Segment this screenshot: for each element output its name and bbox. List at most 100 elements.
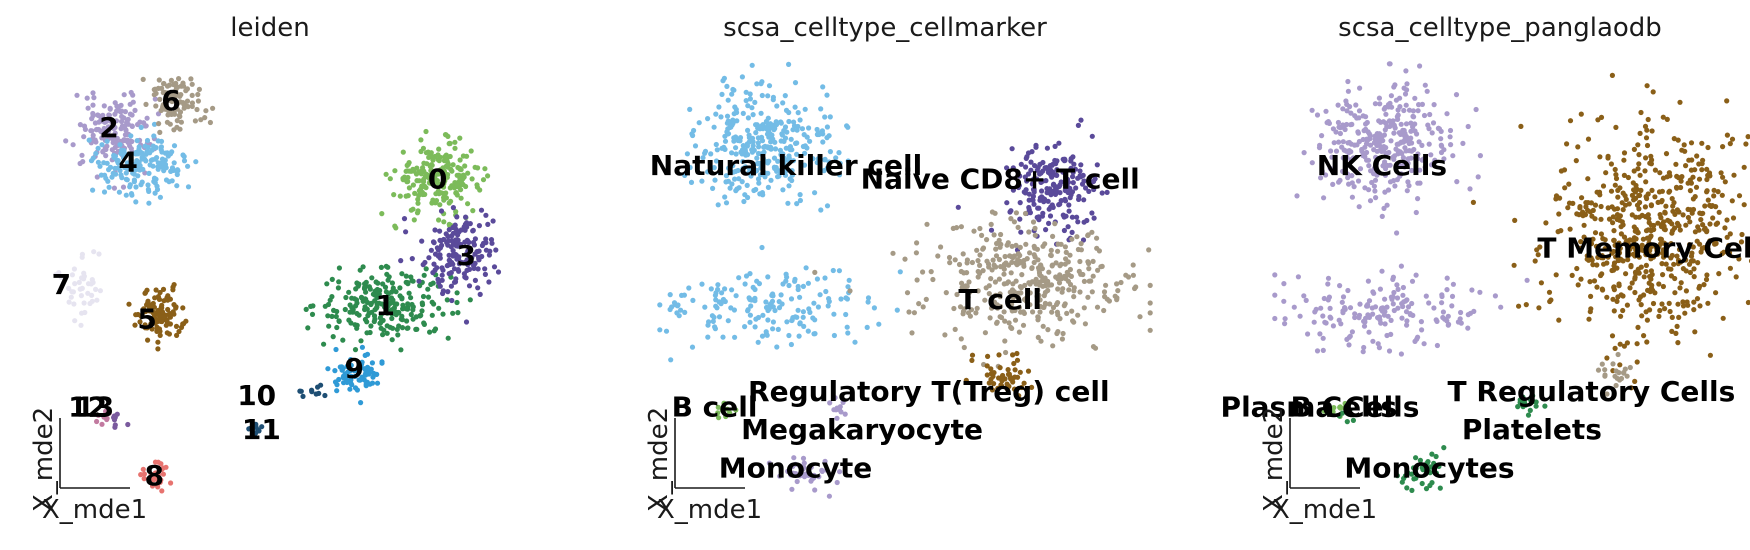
scatter-point	[404, 168, 410, 174]
scatter-point	[752, 295, 758, 301]
scatter-point	[333, 346, 339, 353]
scatter-point	[748, 303, 754, 309]
scatter-point	[837, 160, 843, 166]
scatter-point	[740, 158, 746, 165]
scatter-point	[1587, 309, 1593, 315]
scatter-point	[454, 181, 460, 187]
scatter-point	[427, 329, 433, 335]
scatter-point	[789, 168, 795, 174]
scatter-point	[1383, 111, 1389, 117]
scatter-point	[1629, 212, 1635, 218]
scatter-point	[770, 136, 776, 142]
scatter-point	[1704, 247, 1710, 253]
scatter-point	[1567, 226, 1573, 232]
scatter-point	[1066, 208, 1072, 214]
scatter-point	[831, 311, 837, 317]
scatter-point	[1074, 214, 1080, 220]
scatter-point	[410, 304, 416, 310]
scatter-point	[747, 271, 753, 277]
scatter-point	[421, 272, 427, 278]
scatter-point	[417, 313, 423, 319]
scatter-point	[210, 105, 216, 111]
scatter-point	[1394, 230, 1400, 236]
scatter-point	[1075, 219, 1081, 225]
scatter-point	[113, 139, 119, 145]
scatter-point	[1017, 369, 1023, 375]
scatter-point	[1469, 287, 1475, 293]
scatter-point	[480, 177, 487, 183]
scatter-point	[1578, 276, 1584, 282]
scatter-point	[1634, 202, 1641, 208]
scatter-point	[1635, 266, 1641, 272]
scatter-point	[1003, 349, 1009, 356]
scatter-point	[1101, 289, 1108, 295]
scatter-point	[1632, 228, 1638, 234]
scatter-point	[158, 477, 164, 483]
scatter-point	[1643, 252, 1649, 258]
scatter-point	[964, 257, 971, 263]
scatter-point	[977, 262, 983, 268]
scatter-point	[441, 178, 447, 184]
scatter-point	[684, 151, 691, 157]
scatter-point	[1642, 204, 1648, 210]
scatter-point	[455, 237, 461, 243]
scatter-point	[1592, 216, 1598, 222]
scatter-point	[824, 124, 831, 130]
scatter-point	[383, 171, 389, 177]
scatter-point	[827, 400, 833, 406]
scatter-point	[989, 209, 996, 215]
scatter-point	[185, 163, 191, 169]
scatter-point	[453, 226, 459, 233]
scatter-point	[156, 77, 162, 83]
scatter-point	[1426, 300, 1432, 306]
scatter-point	[413, 171, 420, 177]
scatter-point	[1660, 283, 1666, 290]
scatter-point	[415, 200, 421, 206]
scatter-point	[1400, 127, 1406, 133]
scatter-point	[1634, 341, 1640, 347]
scatter-point	[436, 146, 442, 152]
scatter-point	[1336, 413, 1342, 419]
scatter-point	[1597, 154, 1603, 160]
scatter-point	[1412, 128, 1418, 134]
scatter-point	[71, 266, 77, 272]
scatter-point	[711, 165, 717, 171]
scatter-point	[1674, 323, 1680, 329]
scatter-point	[1620, 190, 1626, 196]
scatter-point	[95, 412, 101, 418]
scatter-point	[1347, 104, 1353, 110]
scatter-point	[731, 87, 737, 93]
scatter-point	[1699, 161, 1705, 167]
scatter-point	[1536, 305, 1542, 311]
scatter-point	[445, 289, 451, 295]
scatter-point	[181, 321, 187, 327]
scatter-point	[723, 173, 730, 179]
scatter-point	[1421, 341, 1427, 347]
scatter-point	[795, 110, 801, 116]
scatter-point	[1069, 308, 1075, 314]
scatter-point	[1363, 141, 1370, 147]
scatter-point	[1611, 284, 1617, 290]
scatter-point	[1608, 188, 1615, 194]
scatter-point	[1417, 167, 1423, 173]
scatter-point	[1423, 293, 1429, 299]
scatter-point	[431, 301, 437, 307]
scatter-point	[349, 382, 355, 388]
scatter-point	[322, 303, 328, 309]
scatter-point	[463, 214, 469, 220]
scatter-point	[1022, 282, 1028, 288]
scatter-point	[355, 368, 361, 374]
scatter-point	[127, 101, 133, 107]
scatter-point	[400, 149, 406, 155]
scatter-point	[822, 275, 828, 281]
scatter-point	[1405, 470, 1411, 476]
scatter-point	[479, 253, 485, 260]
scatter-point	[1366, 298, 1373, 304]
scatter-point	[339, 364, 345, 370]
scatter-point	[493, 247, 499, 253]
scatter-point	[687, 106, 693, 112]
scatter-point	[1582, 212, 1589, 218]
scatter-point	[1675, 301, 1681, 307]
scatter-point	[786, 153, 792, 159]
scatter-point	[838, 296, 844, 302]
